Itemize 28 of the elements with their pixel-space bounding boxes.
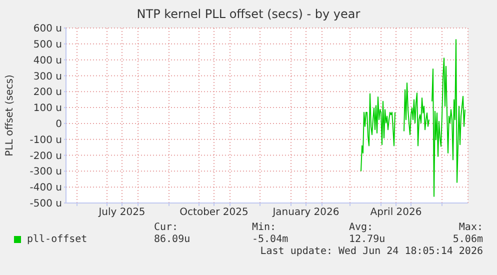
y-tick-label: -400 u [30, 182, 62, 194]
x-tick-label: April 2026 [370, 207, 422, 218]
chart-title: NTP kernel PLL offset (secs) - by year [136, 7, 362, 21]
y-tick-label: -200 u [30, 150, 62, 162]
x-tick-label: January 2026 [272, 207, 340, 218]
text: -5.04m [252, 234, 288, 245]
y-tick-label: -300 u [30, 166, 62, 178]
text: 86.09u [154, 234, 190, 245]
y-tick-label: 400 u [33, 55, 62, 66]
legend-label: pll-offset [26, 234, 88, 245]
y-axis-title: PLL offset (secs) [4, 74, 16, 156]
text: Avg: [349, 222, 374, 233]
y-tick-label: -500 u [30, 198, 62, 210]
text: 12.79u [349, 234, 386, 245]
y-tick-label: -100 u [30, 134, 62, 146]
text: Min: [252, 222, 276, 233]
text: Last update: Wed Jun 24 18:05:14 2026 [260, 246, 483, 257]
x-tick-label: October 2025 [180, 207, 248, 218]
y-tick-label: 300 u [33, 71, 62, 82]
text: Max: [458, 222, 483, 233]
y-tick-label: 200 u [33, 87, 62, 98]
text: 5.06m [452, 234, 483, 245]
x-tick-label: July 2025 [98, 207, 146, 218]
y-tick-label: 100 u [33, 103, 62, 114]
y-tick-label: 0 [56, 119, 62, 130]
y-tick-label: 500 u [33, 39, 62, 50]
y-tick-label: 600 u [33, 24, 62, 35]
text: Cur: [154, 222, 178, 233]
